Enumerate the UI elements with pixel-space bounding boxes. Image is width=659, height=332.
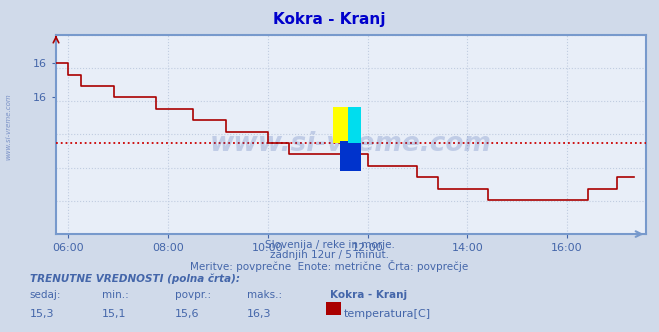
Text: Kokra - Kranj: Kokra - Kranj: [330, 290, 407, 299]
Text: www.si-vreme.com: www.si-vreme.com: [5, 93, 11, 160]
Text: Slovenija / reke in morje.: Slovenija / reke in morje.: [264, 240, 395, 250]
Text: 16,3: 16,3: [247, 309, 272, 319]
Text: povpr.:: povpr.:: [175, 290, 211, 299]
Text: min.:: min.:: [102, 290, 129, 299]
Text: temperatura[C]: temperatura[C]: [344, 309, 431, 319]
Text: www.si-vreme.com: www.si-vreme.com: [210, 131, 492, 157]
Text: TRENUTNE VREDNOSTI (polna črta):: TRENUTNE VREDNOSTI (polna črta):: [30, 274, 240, 285]
Text: 15,3: 15,3: [30, 309, 54, 319]
Text: 15,1: 15,1: [102, 309, 127, 319]
Polygon shape: [348, 107, 361, 143]
Bar: [333, 107, 349, 143]
Text: Kokra - Kranj: Kokra - Kranj: [273, 12, 386, 27]
Bar: [340, 141, 361, 171]
Text: 15,6: 15,6: [175, 309, 199, 319]
Text: sedaj:: sedaj:: [30, 290, 61, 299]
Text: Meritve: povprečne  Enote: metrične  Črta: povprečje: Meritve: povprečne Enote: metrične Črta:…: [190, 260, 469, 272]
Text: zadnjih 12ur / 5 minut.: zadnjih 12ur / 5 minut.: [270, 250, 389, 260]
Text: maks.:: maks.:: [247, 290, 282, 299]
